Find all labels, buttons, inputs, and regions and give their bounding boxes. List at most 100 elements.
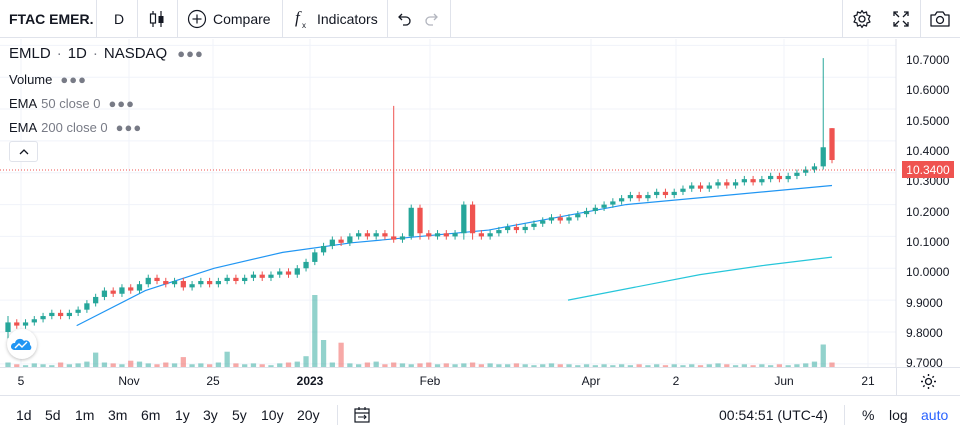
- more-icon[interactable]: ●●●: [177, 46, 204, 61]
- candle: [645, 191, 651, 202]
- volume-bar: [224, 351, 230, 367]
- time-tick: Nov: [118, 374, 140, 388]
- time-tick: 2023: [296, 374, 324, 388]
- range-1m-button[interactable]: 1m: [75, 396, 94, 434]
- chart-area[interactable]: 10.7000 10.6000 10.5000 10.4000 10.3000 …: [0, 39, 960, 370]
- range-20y-button[interactable]: 20y: [297, 396, 320, 434]
- candle-body: [645, 195, 651, 199]
- candle: [732, 179, 739, 189]
- volume-bar: [329, 362, 335, 367]
- candle-body: [303, 261, 309, 269]
- undo-icon: [398, 13, 411, 26]
- volume-bar: [461, 363, 467, 367]
- settings-button[interactable]: [852, 0, 872, 38]
- range-3y-button[interactable]: 3y: [203, 396, 218, 434]
- chart-style-button[interactable]: [148, 0, 166, 38]
- tradingview-logo[interactable]: [7, 329, 37, 359]
- candle: [408, 204, 414, 240]
- volume-bar: [373, 361, 379, 367]
- range-label: 1d: [16, 407, 32, 423]
- legend-separator: ·: [92, 45, 98, 62]
- ema200-legend[interactable]: EMA 200 close 0 ●●●: [9, 120, 142, 135]
- fullscreen-button[interactable]: [892, 0, 910, 38]
- candle: [171, 277, 178, 288]
- candle: [22, 319, 29, 329]
- volume-bar: [294, 361, 300, 367]
- candle: [57, 309, 64, 320]
- candle: [84, 300, 90, 313]
- volume-bar: [601, 364, 607, 367]
- screenshot-button[interactable]: [929, 0, 951, 38]
- volume-bar: [610, 365, 616, 367]
- volume-label: Volume: [9, 72, 53, 87]
- range-3m-button[interactable]: 3m: [108, 396, 127, 434]
- candle: [364, 230, 371, 240]
- more-icon[interactable]: ●●●: [60, 72, 87, 87]
- goto-date-button[interactable]: [353, 396, 371, 434]
- more-icon[interactable]: ●●●: [115, 120, 143, 135]
- redo-button[interactable]: [424, 0, 440, 38]
- volume-bar: [303, 356, 309, 367]
- range-10y-button[interactable]: 10y: [261, 396, 284, 434]
- candle-body: [513, 226, 520, 231]
- candle: [66, 309, 72, 320]
- range-1d-button[interactable]: 1d: [16, 396, 32, 434]
- price-chart[interactable]: [0, 39, 960, 367]
- candle-series: [5, 58, 835, 339]
- candle-body: [768, 175, 774, 180]
- candle-body: [522, 226, 528, 231]
- volume-bar: [680, 365, 686, 367]
- candle: [496, 226, 502, 237]
- compare-button[interactable]: Compare: [187, 0, 271, 38]
- candle-body: [461, 204, 467, 234]
- candle: [706, 182, 712, 192]
- series-legend[interactable]: EMLD · 1D · NASDAQ ●●●: [9, 45, 204, 62]
- candle-body: [198, 281, 204, 285]
- range-5d-button[interactable]: 5d: [45, 396, 61, 434]
- collapse-legend-button[interactable]: [9, 141, 38, 162]
- candle: [356, 230, 362, 240]
- candle-body: [49, 312, 55, 317]
- range-6m-button[interactable]: 6m: [141, 396, 160, 434]
- candle: [303, 258, 309, 272]
- volume-bar: [811, 361, 818, 367]
- volume-bar: [583, 364, 590, 367]
- percent-toggle[interactable]: %: [862, 396, 874, 434]
- volume-bar: [785, 365, 791, 367]
- indicators-button[interactable]: f x Indicators: [293, 0, 378, 38]
- candle-body: [540, 220, 546, 224]
- candle: [49, 309, 55, 320]
- candle: [829, 128, 835, 164]
- candle: [724, 179, 730, 189]
- range-label: 5d: [45, 407, 61, 423]
- candle-body: [233, 277, 239, 282]
- volume-legend[interactable]: Volume ●●●: [9, 72, 87, 87]
- more-icon[interactable]: ●●●: [108, 96, 135, 111]
- interval-button[interactable]: D: [114, 0, 124, 38]
- volume-bar: [171, 363, 178, 367]
- candle: [14, 319, 20, 329]
- candle-body: [434, 233, 441, 237]
- axis-settings-button[interactable]: [920, 373, 937, 395]
- auto-toggle[interactable]: auto: [921, 396, 948, 434]
- volume-bar: [320, 340, 327, 367]
- candle-body: [671, 191, 677, 196]
- range-1y-button[interactable]: 1y: [175, 396, 190, 434]
- log-label: log: [889, 407, 908, 423]
- undo-button[interactable]: [396, 0, 412, 38]
- candle: [750, 175, 756, 186]
- candle: [40, 312, 46, 323]
- volume-bar: [364, 362, 371, 367]
- symbol-search-button[interactable]: FTAC EMER.: [9, 0, 94, 38]
- clock-timezone[interactable]: 00:54:51 (UTC-4): [719, 396, 828, 434]
- volume-bar: [391, 362, 397, 367]
- range-label: 5y: [232, 407, 247, 423]
- range-5y-button[interactable]: 5y: [232, 396, 247, 434]
- volume-bar: [119, 364, 125, 367]
- candle-body: [557, 217, 563, 221]
- log-toggle[interactable]: log: [889, 396, 908, 434]
- time-axis[interactable]: 5 Nov 25 2023 Feb Apr 2 Jun 21: [0, 367, 960, 396]
- ema50-legend[interactable]: EMA 50 close 0 ●●●: [9, 96, 135, 111]
- candle: [592, 204, 598, 215]
- candle: [531, 220, 537, 231]
